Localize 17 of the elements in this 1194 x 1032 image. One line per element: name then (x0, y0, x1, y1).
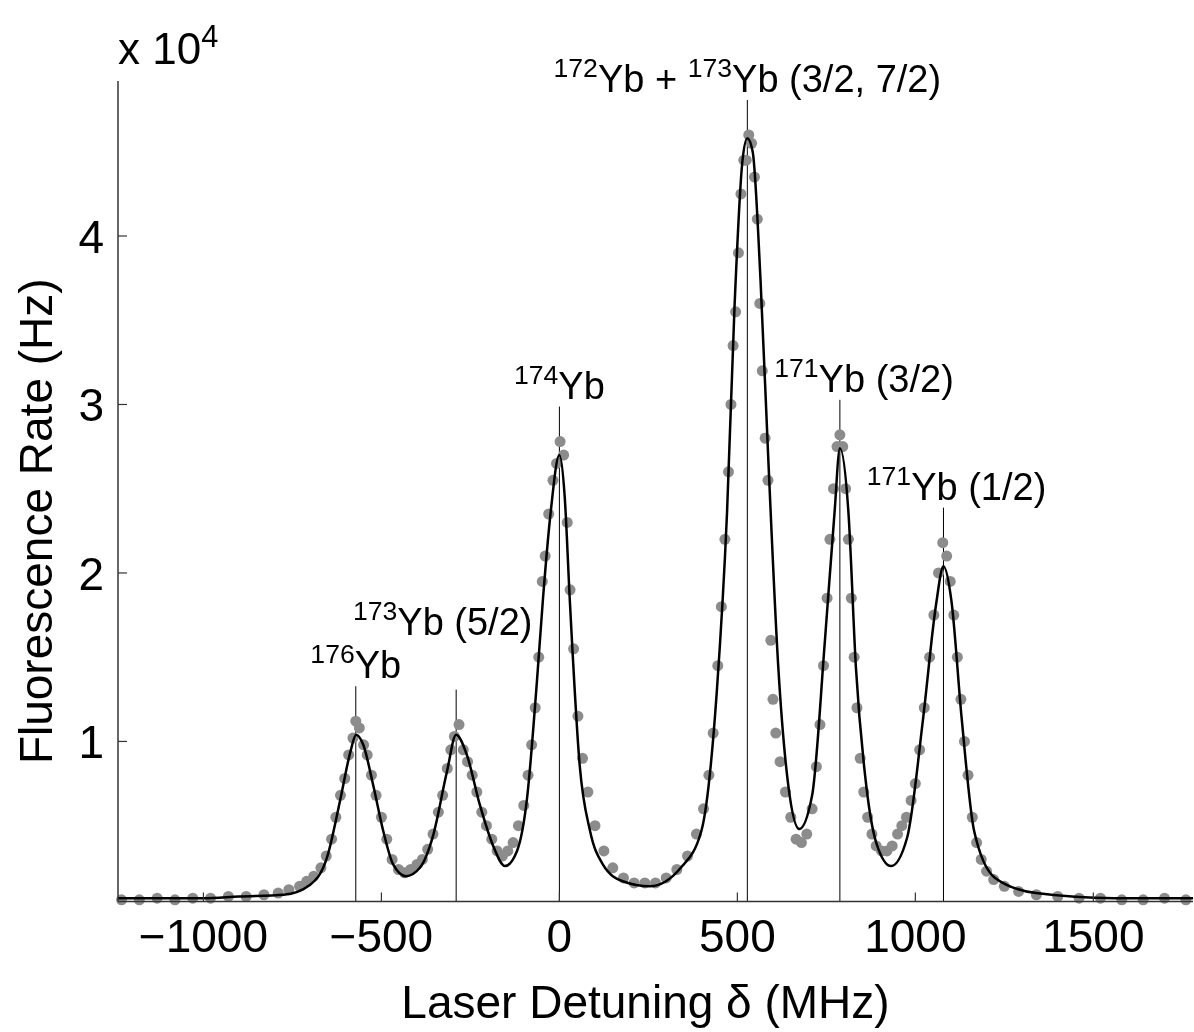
x-tick-label: 1500 (1042, 909, 1145, 962)
y-tick-label: 2 (78, 547, 104, 600)
x-tick-label: −1000 (138, 909, 269, 962)
y-tick-label: 1 (78, 716, 104, 768)
x-tick-label: 500 (699, 909, 776, 962)
x-axis-title: Laser Detuning δ (MHz) (401, 976, 890, 1028)
x-tick-label: −500 (329, 909, 434, 962)
x-tick-label: 0 (546, 909, 573, 962)
ref-line-label: $^{171}$Yb (3/2) (774, 352, 954, 400)
y-tick-label: 4 (78, 210, 104, 263)
y-tick-label: 3 (78, 379, 104, 432)
ref-line-label: $^{172}$Yb + $^{173}$Yb (3/2, 7/2) (553, 52, 942, 100)
x-tick-label: 1000 (864, 909, 967, 962)
ref-line-label: $^{174}$Yb (513, 359, 605, 407)
text: x 10$^{4}$ (118, 18, 219, 73)
ref-line-label: $^{171}$Yb (1/2) (866, 460, 1047, 508)
y-axis-title: Fluorescence Rate (Hz) (10, 278, 62, 765)
